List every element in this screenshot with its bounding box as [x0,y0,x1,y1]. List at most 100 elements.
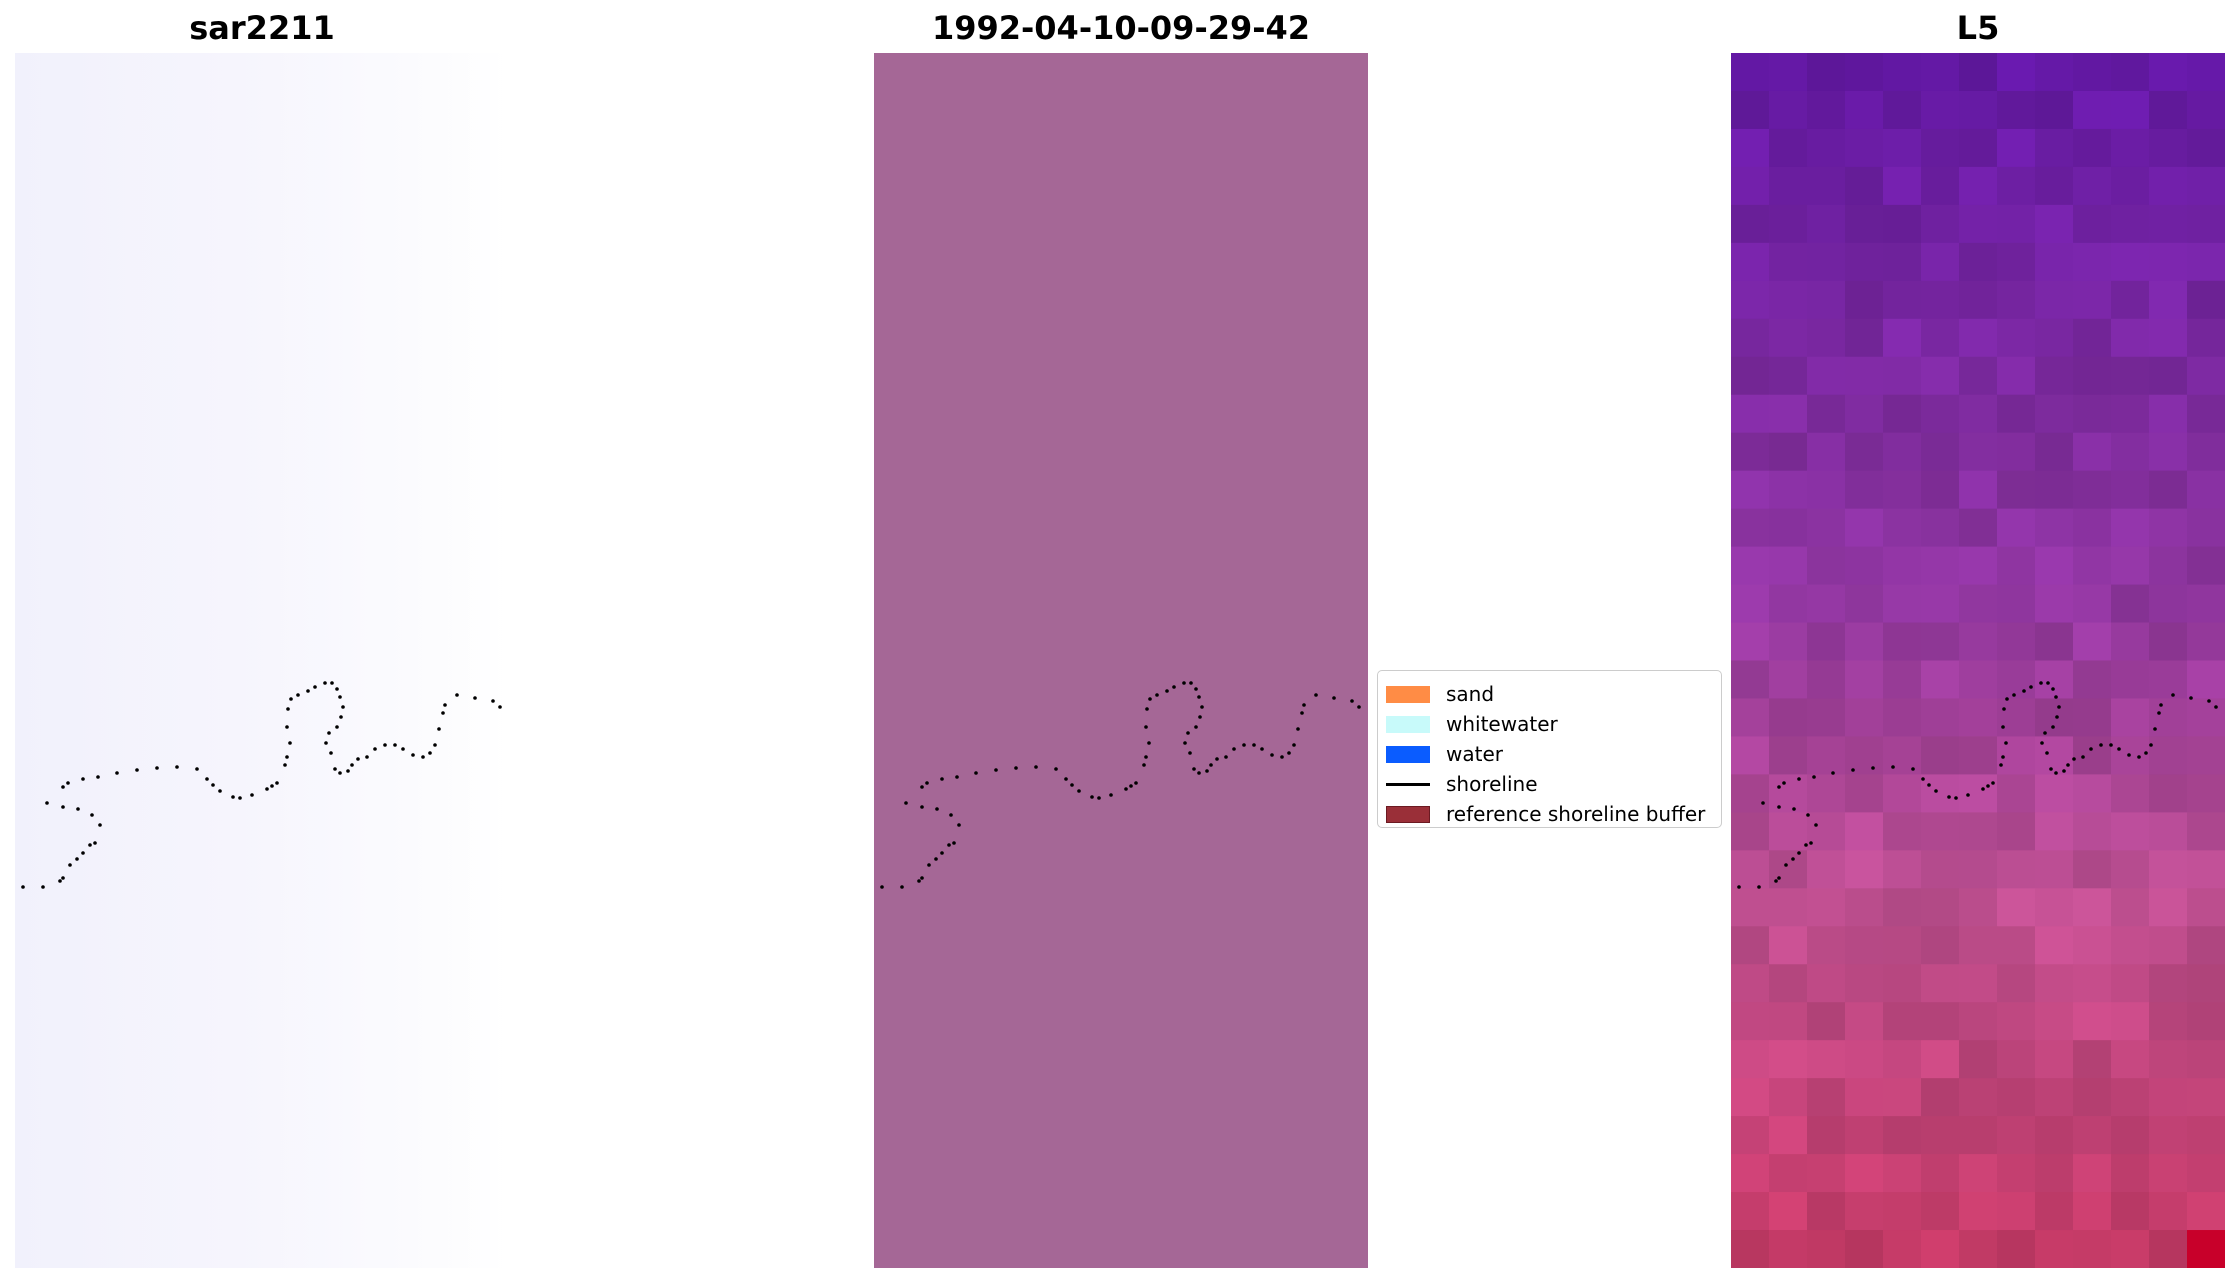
shoreline-point [346,769,350,773]
image-pixel [1997,888,2036,927]
image-pixel [1997,1192,2036,1231]
image-pixel [2149,204,2188,244]
image-pixel [1807,432,1846,472]
image-pixel [1769,774,1808,813]
image-pixel [1845,736,1884,775]
image-pixel [1731,166,1770,206]
shoreline-point [327,731,331,735]
image-pixel [1959,812,1998,851]
image-pixel [1807,1002,1846,1041]
image-pixel [1997,1078,2036,1117]
shoreline-point [333,767,337,771]
image-pixel [1807,850,1846,889]
image-pixel [1959,90,1998,130]
image-pixel [2187,90,2225,130]
image-pixel [1731,128,1770,168]
image-pixel [1769,888,1808,927]
image-pixel [2187,660,2225,699]
shoreline-point [1891,765,1895,769]
image-pixel [2073,166,2112,206]
image-pixel [1807,964,1846,1003]
shoreline-point [1034,765,1038,769]
image-pixel [2149,926,2188,965]
image-pixel [1769,318,1808,358]
image-pixel [2149,1154,2188,1193]
image-pixel [1731,204,1770,244]
image-pixel [1769,698,1808,737]
shoreline-point [1350,699,1354,703]
image-pixel [2073,1154,2112,1193]
shoreline-point [1232,747,1236,751]
image-pixel [1769,926,1808,965]
shoreline-point [175,765,179,769]
shoreline-point [1188,751,1192,755]
image-pixel [1845,242,1884,282]
image-pixel [2035,812,2074,851]
image-pixel [1997,1230,2036,1268]
shoreline-point [289,697,293,701]
shoreline-point [1927,783,1931,787]
shoreline-point [443,703,447,707]
shoreline-point [1194,687,1198,691]
shoreline-point [1270,753,1274,757]
shoreline-point [265,787,269,791]
image-pixel [1731,242,1770,282]
image-pixel [2111,812,2150,851]
panel-title-date: 1992-04-10-09-29-42 [931,9,1311,47]
shoreline-point [329,751,333,755]
shoreline-point [2051,687,2055,691]
shoreline-point [231,795,235,799]
image-pixel [2035,280,2074,320]
image-pixel [2149,356,2188,396]
image-pixel [1997,204,2036,244]
image-pixel [2149,394,2188,434]
image-pixel [2073,660,2112,699]
image-pixel [1959,736,1998,775]
shoreline-point [1300,711,1304,715]
image-pixel [1921,584,1960,624]
image-pixel [1769,470,1808,510]
image-pixel [2187,812,2225,851]
image-pixel [1769,508,1808,548]
image-pixel [1997,1002,2036,1041]
image-pixel [2187,280,2225,320]
shoreline-point [2043,731,2047,735]
image-pixel [2035,318,2074,358]
shoreline-point [2046,681,2050,685]
image-pixel [1921,1192,1960,1231]
image-pixel [2073,964,2112,1003]
shoreline-point [1791,857,1795,861]
image-pixel [1883,888,1922,927]
image-pixel [1921,622,1960,661]
image-pixel [2035,242,2074,282]
image-pixel [1807,90,1846,130]
image-pixel [2149,318,2188,358]
image-pixel [1959,964,1998,1003]
image-pixel [1769,356,1808,396]
image-pixel [2073,508,2112,548]
shoreline-point [75,857,79,861]
shoreline-point [323,681,327,685]
shoreline-point [1165,689,1169,693]
shoreline-point [2099,743,2103,747]
image-pixel [2149,622,2188,661]
image-pixel [1807,394,1846,434]
image-pixel [1769,280,1808,320]
shoreline-point [927,863,931,867]
shoreline-point [1183,741,1187,745]
image-pixel [2187,1230,2225,1268]
image-pixel [1921,204,1960,244]
shoreline-point [1200,705,1204,709]
image-pixel [1807,128,1846,168]
image-pixel [2073,1230,2112,1268]
image-pixel [1769,432,1808,472]
image-pixel [2187,204,2225,244]
image-pixel [1845,204,1884,244]
shoreline-point [286,707,290,711]
image-pixel [1845,508,1884,548]
image-pixel [2035,1116,2074,1155]
image-pixel [2035,1078,2074,1117]
shoreline-point [2005,697,2009,701]
shoreline-point [900,885,904,889]
image-pixel [1845,1078,1884,1117]
